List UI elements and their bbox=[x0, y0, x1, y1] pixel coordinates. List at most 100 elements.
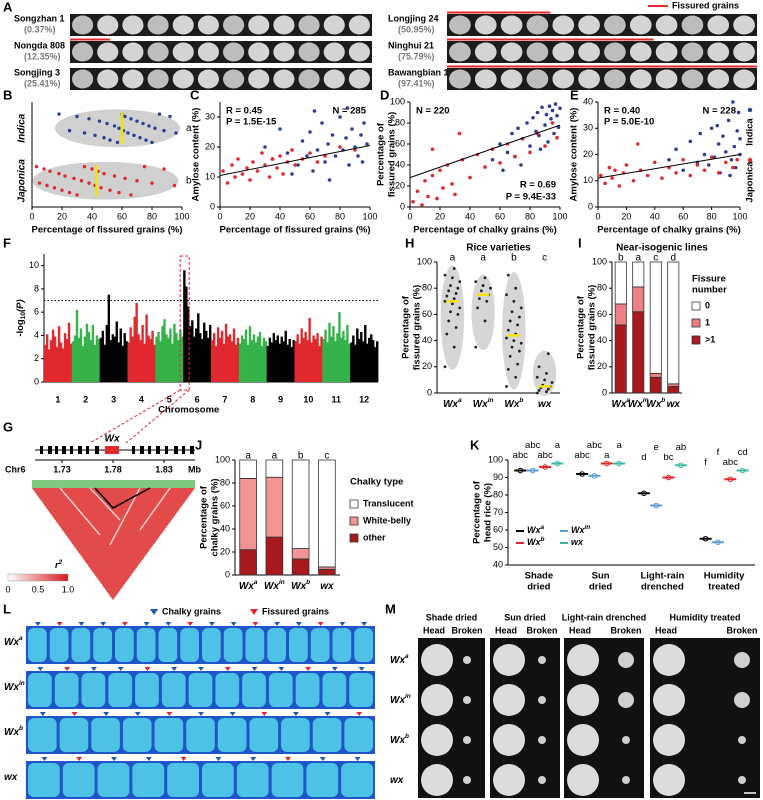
category-label-line: Humidity bbox=[704, 570, 745, 581]
point bbox=[610, 176, 614, 180]
snp-column bbox=[220, 330, 224, 382]
bar-segment bbox=[649, 261, 662, 374]
snp-column bbox=[232, 328, 236, 382]
point bbox=[245, 166, 249, 170]
point bbox=[115, 140, 120, 145]
x-tick-label: 2 bbox=[83, 394, 88, 404]
point bbox=[456, 313, 460, 316]
category-label-base: Wx bbox=[291, 581, 306, 592]
chart-title: Near-isogenic lines bbox=[616, 243, 708, 254]
point bbox=[731, 165, 735, 170]
row-label: Wxa bbox=[4, 635, 23, 647]
wx-gene bbox=[105, 446, 119, 454]
head-rice bbox=[567, 684, 599, 716]
point bbox=[579, 471, 585, 477]
point bbox=[724, 160, 728, 165]
point bbox=[702, 152, 707, 157]
legend-label: Fissured grains bbox=[262, 606, 329, 616]
triangle-marker bbox=[37, 667, 44, 671]
snp-column bbox=[163, 319, 166, 382]
y-tick-label: 60 bbox=[597, 309, 607, 319]
triangle-marker bbox=[278, 667, 285, 671]
x-tick-label: 80 bbox=[147, 211, 157, 221]
snp-column bbox=[236, 337, 240, 382]
point bbox=[420, 203, 424, 207]
gene-block bbox=[140, 446, 144, 454]
triangle-marker bbox=[208, 622, 215, 626]
legend-title-line: number bbox=[692, 284, 727, 295]
snp-column bbox=[73, 335, 77, 382]
gene-block bbox=[190, 446, 194, 454]
y-tick-label: 100 bbox=[488, 454, 503, 464]
legend-title-line: Fissure bbox=[692, 273, 726, 284]
y-tick-label: 0 bbox=[34, 376, 39, 386]
unit-label: Mb bbox=[188, 464, 201, 474]
point bbox=[506, 273, 510, 277]
snp-column bbox=[334, 341, 337, 382]
category-label: Wxa bbox=[443, 397, 462, 409]
grain bbox=[245, 628, 265, 662]
gene-block bbox=[148, 446, 151, 454]
y-tick-label: 10 bbox=[583, 175, 593, 185]
legend-swatch bbox=[349, 533, 359, 543]
snp-column bbox=[348, 343, 351, 382]
point bbox=[538, 147, 543, 152]
triangle-marker bbox=[117, 667, 124, 671]
legend-label: >1 bbox=[705, 334, 715, 344]
significance-letter: a bbox=[450, 253, 456, 264]
point bbox=[553, 102, 558, 106]
snp-column bbox=[85, 323, 89, 382]
snp-column bbox=[191, 320, 194, 382]
point bbox=[546, 387, 550, 391]
row-label-base: Wx bbox=[390, 655, 405, 666]
snp-column bbox=[278, 343, 281, 382]
triangle-marker bbox=[251, 667, 258, 671]
y-tick-label: 2 bbox=[34, 353, 39, 363]
point bbox=[547, 104, 552, 108]
point bbox=[344, 136, 348, 140]
point bbox=[126, 131, 130, 135]
category-label-line: Shade bbox=[525, 570, 554, 581]
triangle-marker bbox=[198, 667, 204, 671]
point bbox=[731, 100, 735, 104]
snp-column bbox=[218, 337, 222, 382]
snp-column bbox=[145, 314, 148, 382]
triangle-marker bbox=[358, 667, 365, 671]
significance-letter: abc bbox=[574, 450, 590, 461]
triangle-marker bbox=[229, 712, 236, 716]
x-tick-label: 80 bbox=[525, 211, 535, 221]
grain bbox=[733, 42, 755, 62]
snp-column bbox=[292, 340, 295, 382]
point bbox=[129, 117, 133, 121]
x-tick-label: 0 bbox=[29, 211, 34, 221]
variety-name: Nongda 808 bbox=[14, 40, 65, 50]
snp-column bbox=[240, 335, 244, 382]
triangle-marker bbox=[356, 712, 363, 716]
significance-letter: d bbox=[670, 253, 676, 264]
snp-column bbox=[306, 340, 309, 382]
triangle-marker bbox=[166, 712, 173, 716]
broken-label: Broken bbox=[726, 625, 757, 635]
snp-column bbox=[254, 342, 258, 382]
snp-column bbox=[203, 322, 206, 382]
point bbox=[87, 181, 91, 185]
legend-swatch bbox=[349, 516, 359, 526]
snp-column bbox=[338, 312, 341, 382]
x-tick-label: 1 bbox=[55, 394, 60, 404]
significance-letter: b bbox=[511, 253, 517, 264]
point bbox=[63, 174, 67, 178]
variety-percent: (97.41%) bbox=[398, 78, 435, 88]
point bbox=[505, 293, 508, 297]
point bbox=[505, 336, 508, 340]
fissure-symbol bbox=[250, 609, 258, 615]
grain-photo bbox=[70, 14, 372, 36]
point bbox=[513, 154, 517, 159]
gene-block bbox=[40, 446, 43, 454]
grain bbox=[93, 628, 112, 662]
grain bbox=[348, 69, 370, 89]
broken-label: Broken bbox=[610, 625, 641, 635]
snp-column bbox=[222, 343, 226, 382]
grain bbox=[223, 15, 245, 35]
point bbox=[449, 284, 452, 287]
panel-label: D bbox=[380, 87, 389, 102]
